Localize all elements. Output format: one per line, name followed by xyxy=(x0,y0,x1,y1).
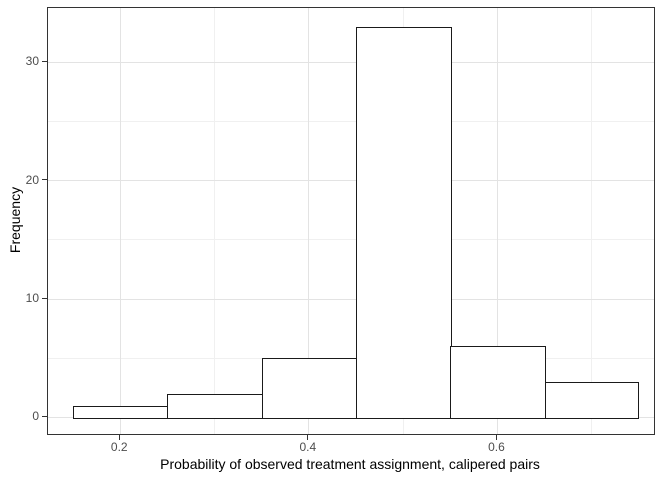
y-axis-tick xyxy=(42,415,47,417)
x-axis-tick xyxy=(307,435,309,440)
gridline-minor-x xyxy=(214,8,216,434)
x-axis-title: Probability of observed treatment assign… xyxy=(160,456,540,472)
histogram-bar xyxy=(450,346,547,419)
histogram-bar xyxy=(261,358,358,419)
plot-panel xyxy=(47,7,655,435)
x-axis-tick xyxy=(118,435,120,440)
gridline-major-x xyxy=(496,8,498,434)
y-axis-tick-label: 30 xyxy=(25,54,39,69)
x-axis-tick-label: 0.4 xyxy=(299,440,317,454)
x-axis-tick-label: 0.6 xyxy=(488,440,505,454)
gridline-major-x xyxy=(119,8,121,434)
y-axis-tick-label: 10 xyxy=(25,291,39,306)
y-axis-tick xyxy=(42,179,47,181)
x-axis-tick xyxy=(495,435,497,440)
gridline-major-x xyxy=(308,8,310,434)
gridline-major-y xyxy=(48,180,654,182)
histogram-bar xyxy=(355,26,452,419)
gridline-major-y xyxy=(48,298,654,300)
gridline-minor-y xyxy=(48,239,654,241)
y-axis-tick-label: 0 xyxy=(32,409,39,424)
y-axis-tick xyxy=(42,60,47,62)
gridline-major-y xyxy=(48,61,654,63)
y-axis-tick-label: 20 xyxy=(25,172,39,187)
histogram-bar xyxy=(73,405,169,419)
histogram-bar xyxy=(167,393,264,419)
bar-layer xyxy=(48,8,654,434)
gridline-minor-x xyxy=(591,8,593,434)
histogram-bar xyxy=(544,381,639,419)
y-axis-tick xyxy=(42,297,47,299)
x-axis-tick-label: 0.2 xyxy=(110,440,128,454)
gridline-minor-y xyxy=(48,121,654,123)
y-axis-title: Frequency xyxy=(7,186,23,254)
